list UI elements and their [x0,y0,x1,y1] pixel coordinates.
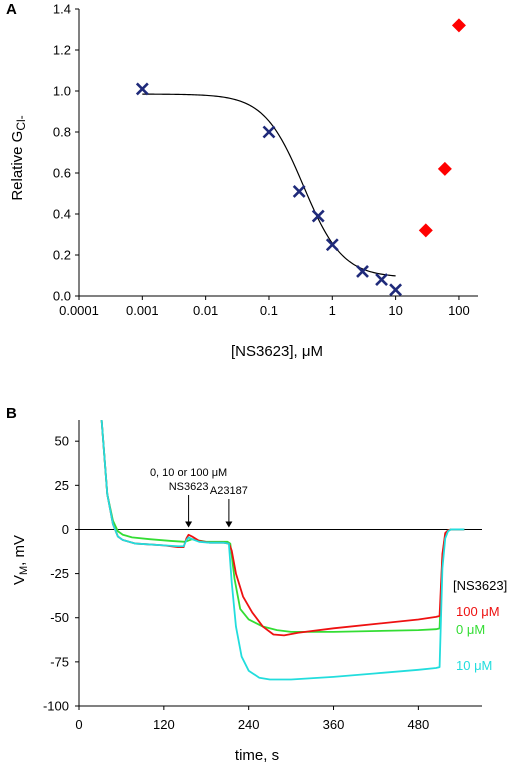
panel-b-legend-entry: 0 μM [456,622,485,637]
panel-a-letter: A [6,1,17,18]
panel-a-cross-marker [325,238,339,252]
panel-b-y-tick-label: -50 [50,610,69,625]
panel-a-fit-curve [142,93,396,277]
panel-a-x-tick-label: 100 [448,303,470,318]
panel-b-y-axis-title: VM, mV [11,535,30,585]
panel-a-x-ticks: 0.0001 0.001 0.01 0.1 1 10 100 [59,296,470,318]
panel-a-cross-marker [262,125,276,139]
panel-a-y-axis-title: Relative GCl- [9,115,28,200]
panel-b-annotation-text: NS3623 [169,481,209,493]
panel-a-y-tick-label: 1.2 [53,43,71,58]
panel-a-x-tick-label: 0.1 [260,303,278,318]
panel-a-y-axis-title-sub: Cl- [14,115,28,130]
panel-b-x-ticks: 0 120 240 360 480 [75,706,429,732]
panel-b-y-tick-label: -75 [50,654,69,669]
panel-a-y-tick-label: 0.2 [53,248,71,263]
panel-a-diamond-marker [451,18,466,33]
panel-b-legend-entry: 100 μM [456,604,500,619]
panel-a-diamond-marker [418,223,433,238]
panel-b-y-axis-title-main: V [11,575,28,585]
panel-b-x-tick-label: 360 [323,717,345,732]
panel-a-x-tick-label: 0.001 [126,303,159,318]
panel-b-legend-title: [NS3623] [453,578,507,593]
panel-b-legend-entry: 10 μM [456,658,492,673]
panel-b-y-tick-label: -100 [43,699,69,714]
panel-a-x-tick-label: 1 [329,303,336,318]
panel-a-diamond-marker [437,161,452,176]
panel-a-cross-marker [292,185,306,198]
panel-a-y-axis-title-main: Relative G [9,131,26,201]
panel-b-trace-0-m [100,420,465,633]
panel-b-trace-10-m [100,420,465,681]
panel-a-y-tick-label: 0.0 [53,289,71,304]
panel-b-y-tick-label: -25 [50,566,69,581]
panel-a-x-tick-label: 0.0001 [59,303,99,318]
panel-a-x-tick-label: 10 [388,303,402,318]
panel-a-y-tick-label: 1.4 [53,2,71,17]
panel-b-annotation-text: 0, 10 or 100 μM [150,467,227,479]
panel-b-y-tick-label: 25 [55,478,69,493]
panel-a-chart: A 0.0001 0.001 0.01 0.1 1 10 100 0.00.20.40.60… [6,1,478,360]
panel-b-annotation-arrowhead [225,521,233,528]
panel-b-x-tick-label: 240 [238,717,260,732]
panel-b-annotation-arrowhead [185,521,193,528]
panel-a-y-ticks: 0.0 0.2 0.4 0.6 0.8 1.0 1.2 1.4 [53,2,79,304]
panel-b-trace-100-m [100,420,465,637]
panel-a-x-tick-label: 0.01 [193,303,218,318]
panel-b-y-axis-title-sub: M [18,566,30,575]
panel-a-y-tick-label: 1.0 [53,84,71,99]
panel-a-y-tick-label: 0.8 [53,125,71,140]
panel-b-y-tick-label: 0 [62,522,69,537]
panel-b-y-axis-title-tail: , mV [11,535,28,566]
panel-a-cross-marker [375,273,388,287]
panel-b-annotation-text: A23187 [210,485,248,497]
panel-b-x-tick-label: 0 [75,717,82,732]
panel-b-letter: B [6,405,17,422]
panel-a-y-tick-label: 0.4 [53,207,71,222]
panel-a-cross-marker [389,283,403,297]
panel-b-x-tick-label: 480 [408,717,430,732]
panel-b-y-ticks: -100 -75 -50 -25 0 25 50 [43,434,79,714]
panel-a-cross-marker [356,264,369,278]
panel-b-legend: [NS3623] 0 μM 100 μM 10 μM [453,578,507,673]
panel-a-cross-marker [135,82,149,96]
panel-b-series-lines [100,420,465,681]
panel-a-y-tick-label: 0.6 [53,166,71,181]
panel-a-x-axis-title: [NS3623], μM [231,343,323,360]
panel-b-x-axis-title: time, s [235,747,279,764]
panel-b-x-tick-label: 120 [153,717,175,732]
panel-b-annotations: 0, 10 or 100 μM NS3623 A23187 [150,467,248,528]
panel-b-chart: B 0 120 240 360 480 -100 -75 -50 -25 0 25 50 0, 10… [6,405,507,764]
panel-a-data-points [135,18,466,297]
panel-a-cross-marker [311,209,325,223]
panel-b-y-tick-label: 50 [55,434,69,449]
